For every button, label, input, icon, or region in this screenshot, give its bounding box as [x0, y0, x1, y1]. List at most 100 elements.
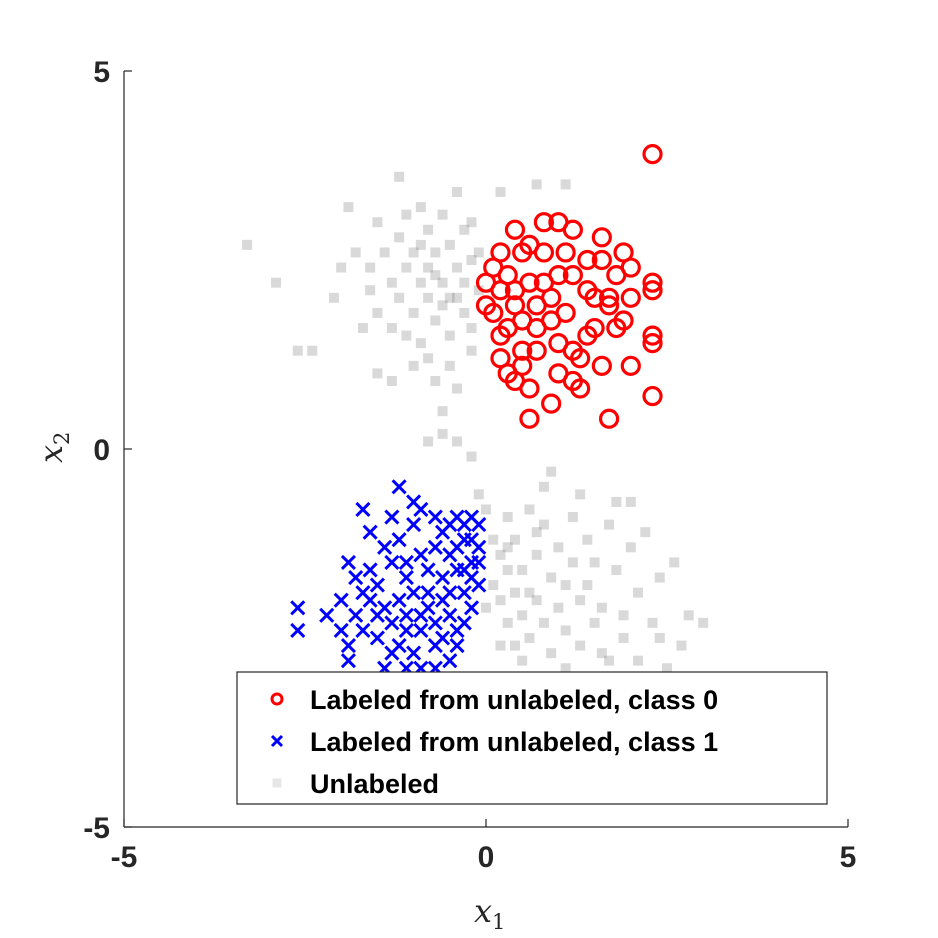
unlabeled-point: [343, 202, 354, 213]
legend-label: Unlabeled: [310, 769, 439, 799]
class-1-point: [442, 585, 458, 601]
unlabeled-point: [698, 617, 709, 628]
unlabeled-point: [517, 655, 528, 666]
axes: -5 0 5 -5 0 5: [83, 56, 856, 874]
unlabeled-point: [647, 617, 658, 628]
unlabeled-point: [669, 557, 680, 568]
unlabeled-point: [271, 277, 282, 288]
unlabeled-point: [596, 648, 607, 659]
class-1-point: [463, 600, 480, 616]
class-1-point: [434, 569, 451, 586]
class-1-point: [413, 607, 429, 623]
legend: Labeled from unlabeled, class 0 Labeled f…: [236, 671, 828, 805]
class-1-point: [463, 532, 480, 548]
unlabeled-point: [517, 564, 528, 575]
unlabeled-point: [495, 595, 506, 606]
unlabeled-point: [589, 617, 600, 628]
unlabeled-point: [415, 202, 426, 213]
class-1-point: [398, 554, 414, 570]
unlabeled-point: [625, 496, 636, 507]
class-0-point: [591, 355, 612, 376]
class-1-point: [391, 532, 407, 548]
unlabeled-point: [654, 633, 665, 643]
class-1-point: [406, 517, 422, 533]
class-0-point: [504, 280, 526, 301]
class-0-point: [541, 393, 562, 414]
unlabeled-point: [242, 239, 253, 250]
unlabeled-point: [423, 292, 434, 303]
unlabeled-point: [473, 489, 484, 500]
unlabeled-point: [546, 466, 557, 477]
unlabeled-point: [531, 549, 542, 560]
class-0-point: [642, 333, 663, 354]
class-0-point: [548, 265, 569, 286]
class-0-point: [606, 265, 627, 286]
x-tick-label: -5: [111, 841, 138, 874]
class-0-point: [541, 310, 562, 331]
unlabeled-point: [444, 330, 455, 341]
unlabeled-point: [524, 504, 535, 515]
y-tick-label: -5: [83, 812, 110, 845]
unlabeled-point: [502, 542, 513, 553]
class-0-point: [562, 340, 583, 361]
unlabeled-point: [423, 262, 434, 273]
unlabeled-point: [372, 307, 383, 318]
unlabeled-point: [452, 262, 463, 273]
unlabeled-point: [430, 270, 441, 281]
unlabeled-point: [567, 557, 578, 568]
class-1-point: [333, 592, 349, 608]
unlabeled-point: [582, 580, 593, 591]
unlabeled-point: [423, 436, 434, 447]
unlabeled-point: [401, 262, 412, 273]
unlabeled-point: [553, 602, 564, 613]
class-0-point: [555, 242, 576, 263]
unlabeled-point: [524, 633, 535, 643]
unlabeled-point: [452, 436, 463, 447]
series-class-0: [475, 144, 663, 429]
unlabeled-point: [430, 315, 441, 326]
class-1-point: [319, 607, 335, 623]
unlabeled-point: [307, 345, 318, 356]
y-tick-label: 0: [93, 434, 110, 467]
unlabeled-point: [466, 451, 477, 462]
class-1-point: [290, 622, 306, 639]
unlabeled-point: [596, 602, 607, 613]
unlabeled-point: [488, 580, 499, 591]
class-1-point: [384, 554, 400, 570]
class-1-point: [420, 585, 436, 601]
unlabeled-point: [350, 247, 361, 258]
class-1-point: [471, 517, 487, 533]
class-0-point: [512, 340, 533, 361]
unlabeled-point: [517, 610, 528, 621]
unlabeled-point: [408, 247, 419, 258]
class-1-point: [434, 630, 451, 646]
y-tick-label: 5: [93, 56, 110, 89]
unlabeled-point: [531, 595, 542, 606]
unlabeled-point: [560, 580, 571, 591]
unlabeled-point: [509, 534, 520, 545]
unlabeled-point: [430, 375, 441, 386]
unlabeled-point: [423, 353, 434, 364]
unlabeled-point: [372, 368, 383, 379]
class-0-point: [504, 219, 526, 240]
class-1-point: [434, 524, 451, 540]
unlabeled-point: [336, 262, 347, 273]
class-1-point: [355, 501, 371, 518]
unlabeled-point: [437, 406, 448, 417]
unlabeled-point: [604, 655, 615, 666]
unlabeled-point: [408, 360, 419, 371]
class-1-point: [413, 547, 429, 563]
class-1-point: [384, 615, 400, 631]
class-1-point: [391, 637, 407, 654]
unlabeled-point: [466, 217, 477, 228]
legend-label: Labeled from unlabeled, class 0: [310, 685, 718, 715]
unlabeled-point: [546, 572, 557, 583]
unlabeled-point: [394, 171, 405, 182]
class-1-point: [456, 585, 472, 601]
class-0-point: [526, 295, 547, 316]
unlabeled-point: [495, 549, 506, 560]
class-1-point: [290, 600, 306, 616]
unlabeled-point: [379, 247, 390, 258]
unlabeled-point: [437, 277, 448, 288]
class-1-point: [340, 554, 357, 570]
